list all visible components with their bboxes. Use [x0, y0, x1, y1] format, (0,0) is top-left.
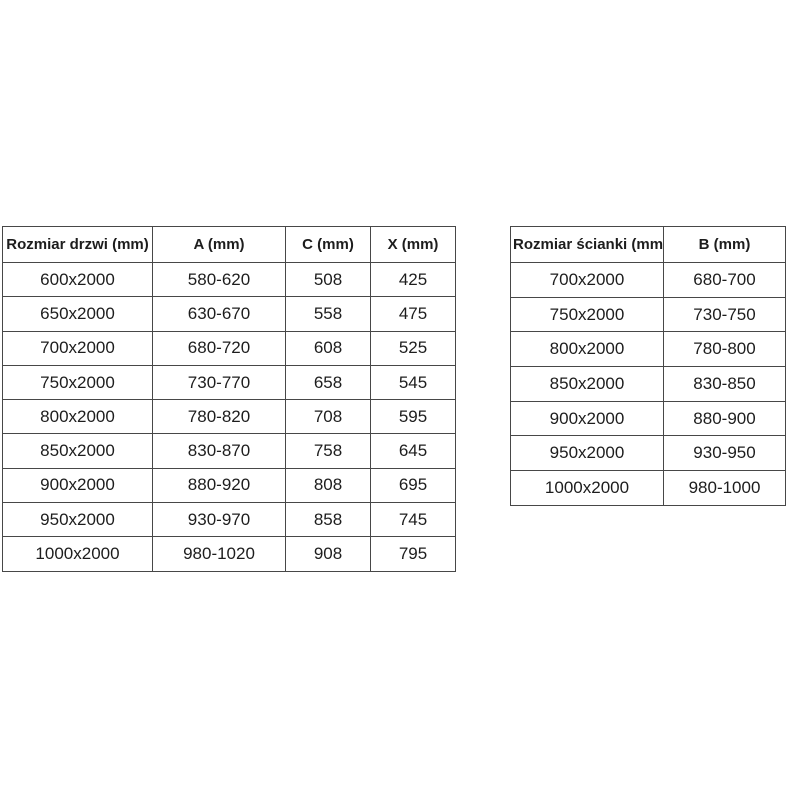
data-cell: 558	[285, 296, 371, 332]
table-row: 850x2000 830-850	[510, 366, 786, 402]
data-cell: 780-820	[152, 399, 286, 435]
data-cell: 930-970	[152, 502, 286, 538]
table-row: 700x2000 680-700	[510, 262, 786, 298]
data-cell: 908	[285, 536, 371, 572]
data-cell: 880-900	[663, 400, 786, 437]
data-cell: 950x2000	[510, 435, 664, 472]
data-cell: 645	[370, 433, 456, 469]
header-cell: X (mm)	[370, 226, 456, 263]
data-cell: 980-1020	[152, 536, 286, 572]
data-cell: 780-800	[663, 331, 786, 368]
table-row: 1000x2000 980-1020 908 795	[2, 536, 456, 572]
data-cell: 730-750	[663, 296, 786, 333]
data-cell: 580-620	[152, 261, 286, 298]
data-cell: 700x2000	[510, 262, 664, 298]
data-cell: 525	[370, 330, 456, 366]
header-row: Rozmiar drzwi (mm) A (mm) C (mm) X (mm)	[2, 226, 456, 263]
table-row: 650x2000 630-670 558 475	[2, 296, 456, 332]
data-cell: 680-720	[152, 330, 286, 366]
data-cell: 680-700	[663, 262, 786, 298]
header-cell: C (mm)	[285, 226, 371, 263]
data-cell: 850x2000	[510, 366, 664, 402]
data-cell: 708	[285, 399, 371, 435]
data-cell: 880-920	[152, 467, 286, 504]
data-cell: 950x2000	[2, 502, 153, 538]
header-row: Rozmiar ścianki (mm) B (mm)	[510, 226, 786, 263]
data-cell: 700x2000	[2, 330, 153, 366]
data-cell: 808	[285, 467, 371, 504]
data-cell: 730-770	[152, 364, 286, 401]
data-cell: 900x2000	[2, 467, 153, 504]
wall-dimensions-table: Rozmiar ścianki (mm) B (mm) 700x2000 680-7…	[510, 226, 786, 506]
table-row: 800x2000 780-800	[510, 331, 786, 368]
data-cell: 930-950	[663, 435, 786, 472]
data-cell: 425	[370, 261, 456, 298]
data-cell: 830-870	[152, 433, 286, 469]
data-cell: 850x2000	[2, 433, 153, 469]
data-cell: 475	[370, 296, 456, 332]
data-cell: 900x2000	[510, 400, 664, 437]
data-cell: 858	[285, 502, 371, 538]
header-cell: B (mm)	[663, 226, 786, 263]
data-cell: 600x2000	[2, 261, 153, 298]
data-cell: 750x2000	[510, 296, 664, 333]
data-cell: 650x2000	[2, 296, 153, 332]
data-cell: 1000x2000	[510, 470, 664, 506]
data-cell: 800x2000	[510, 331, 664, 368]
table-row: 900x2000 880-920 808 695	[2, 467, 456, 504]
door-dimensions-table: Rozmiar drzwi (mm) A (mm) C (mm) X (mm) 600…	[2, 226, 456, 572]
table-row: 750x2000 730-750	[510, 296, 786, 333]
table-row: 800x2000 780-820 708 595	[2, 399, 456, 435]
data-cell: 658	[285, 364, 371, 401]
data-cell: 1000x2000	[2, 536, 153, 572]
table-row: 1000x2000 980-1000	[510, 470, 786, 506]
data-cell: 508	[285, 261, 371, 298]
data-cell: 695	[370, 467, 456, 504]
data-cell: 795	[370, 536, 456, 572]
table-row: 750x2000 730-770 658 545	[2, 364, 456, 401]
data-cell: 750x2000	[2, 364, 153, 401]
table-row: 900x2000 880-900	[510, 400, 786, 437]
data-cell: 630-670	[152, 296, 286, 332]
table-row: 950x2000 930-950	[510, 435, 786, 472]
header-cell: Rozmiar drzwi (mm)	[2, 226, 153, 263]
header-cell: Rozmiar ścianki (mm)	[510, 226, 664, 263]
data-cell: 545	[370, 364, 456, 401]
data-cell: 745	[370, 502, 456, 538]
table-row: 950x2000 930-970 858 745	[2, 502, 456, 538]
header-cell: A (mm)	[152, 226, 286, 263]
data-cell: 800x2000	[2, 399, 153, 435]
data-cell: 830-850	[663, 366, 786, 402]
data-cell: 608	[285, 330, 371, 366]
data-cell: 758	[285, 433, 371, 469]
table-row: 850x2000 830-870 758 645	[2, 433, 456, 469]
data-cell: 595	[370, 399, 456, 435]
table-row: 700x2000 680-720 608 525	[2, 330, 456, 366]
table-row: 600x2000 580-620 508 425	[2, 261, 456, 298]
data-cell: 980-1000	[663, 470, 786, 506]
